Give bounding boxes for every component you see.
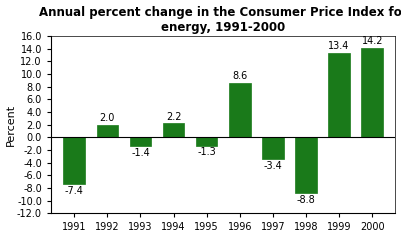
- Text: -1.3: -1.3: [197, 147, 216, 157]
- Bar: [361, 48, 383, 137]
- Bar: [295, 137, 317, 193]
- Text: 13.4: 13.4: [328, 41, 350, 51]
- Bar: [262, 137, 284, 159]
- Bar: [97, 125, 118, 137]
- Text: -1.4: -1.4: [131, 148, 150, 158]
- Text: -3.4: -3.4: [263, 161, 282, 171]
- Bar: [328, 53, 350, 137]
- Text: -8.8: -8.8: [297, 195, 316, 205]
- Y-axis label: Percent: Percent: [6, 104, 16, 146]
- Text: 14.2: 14.2: [362, 36, 383, 46]
- Bar: [130, 137, 151, 146]
- Bar: [229, 83, 251, 137]
- Bar: [163, 124, 184, 137]
- Bar: [196, 137, 217, 146]
- Text: 2.2: 2.2: [166, 112, 181, 122]
- Text: 2.0: 2.0: [99, 113, 115, 123]
- Title: Annual percent change in the Consumer Price Index for
energy, 1991-2000: Annual percent change in the Consumer Pr…: [39, 5, 401, 34]
- Text: 8.6: 8.6: [232, 71, 247, 81]
- Bar: [63, 137, 85, 184]
- Text: -7.4: -7.4: [65, 186, 83, 196]
